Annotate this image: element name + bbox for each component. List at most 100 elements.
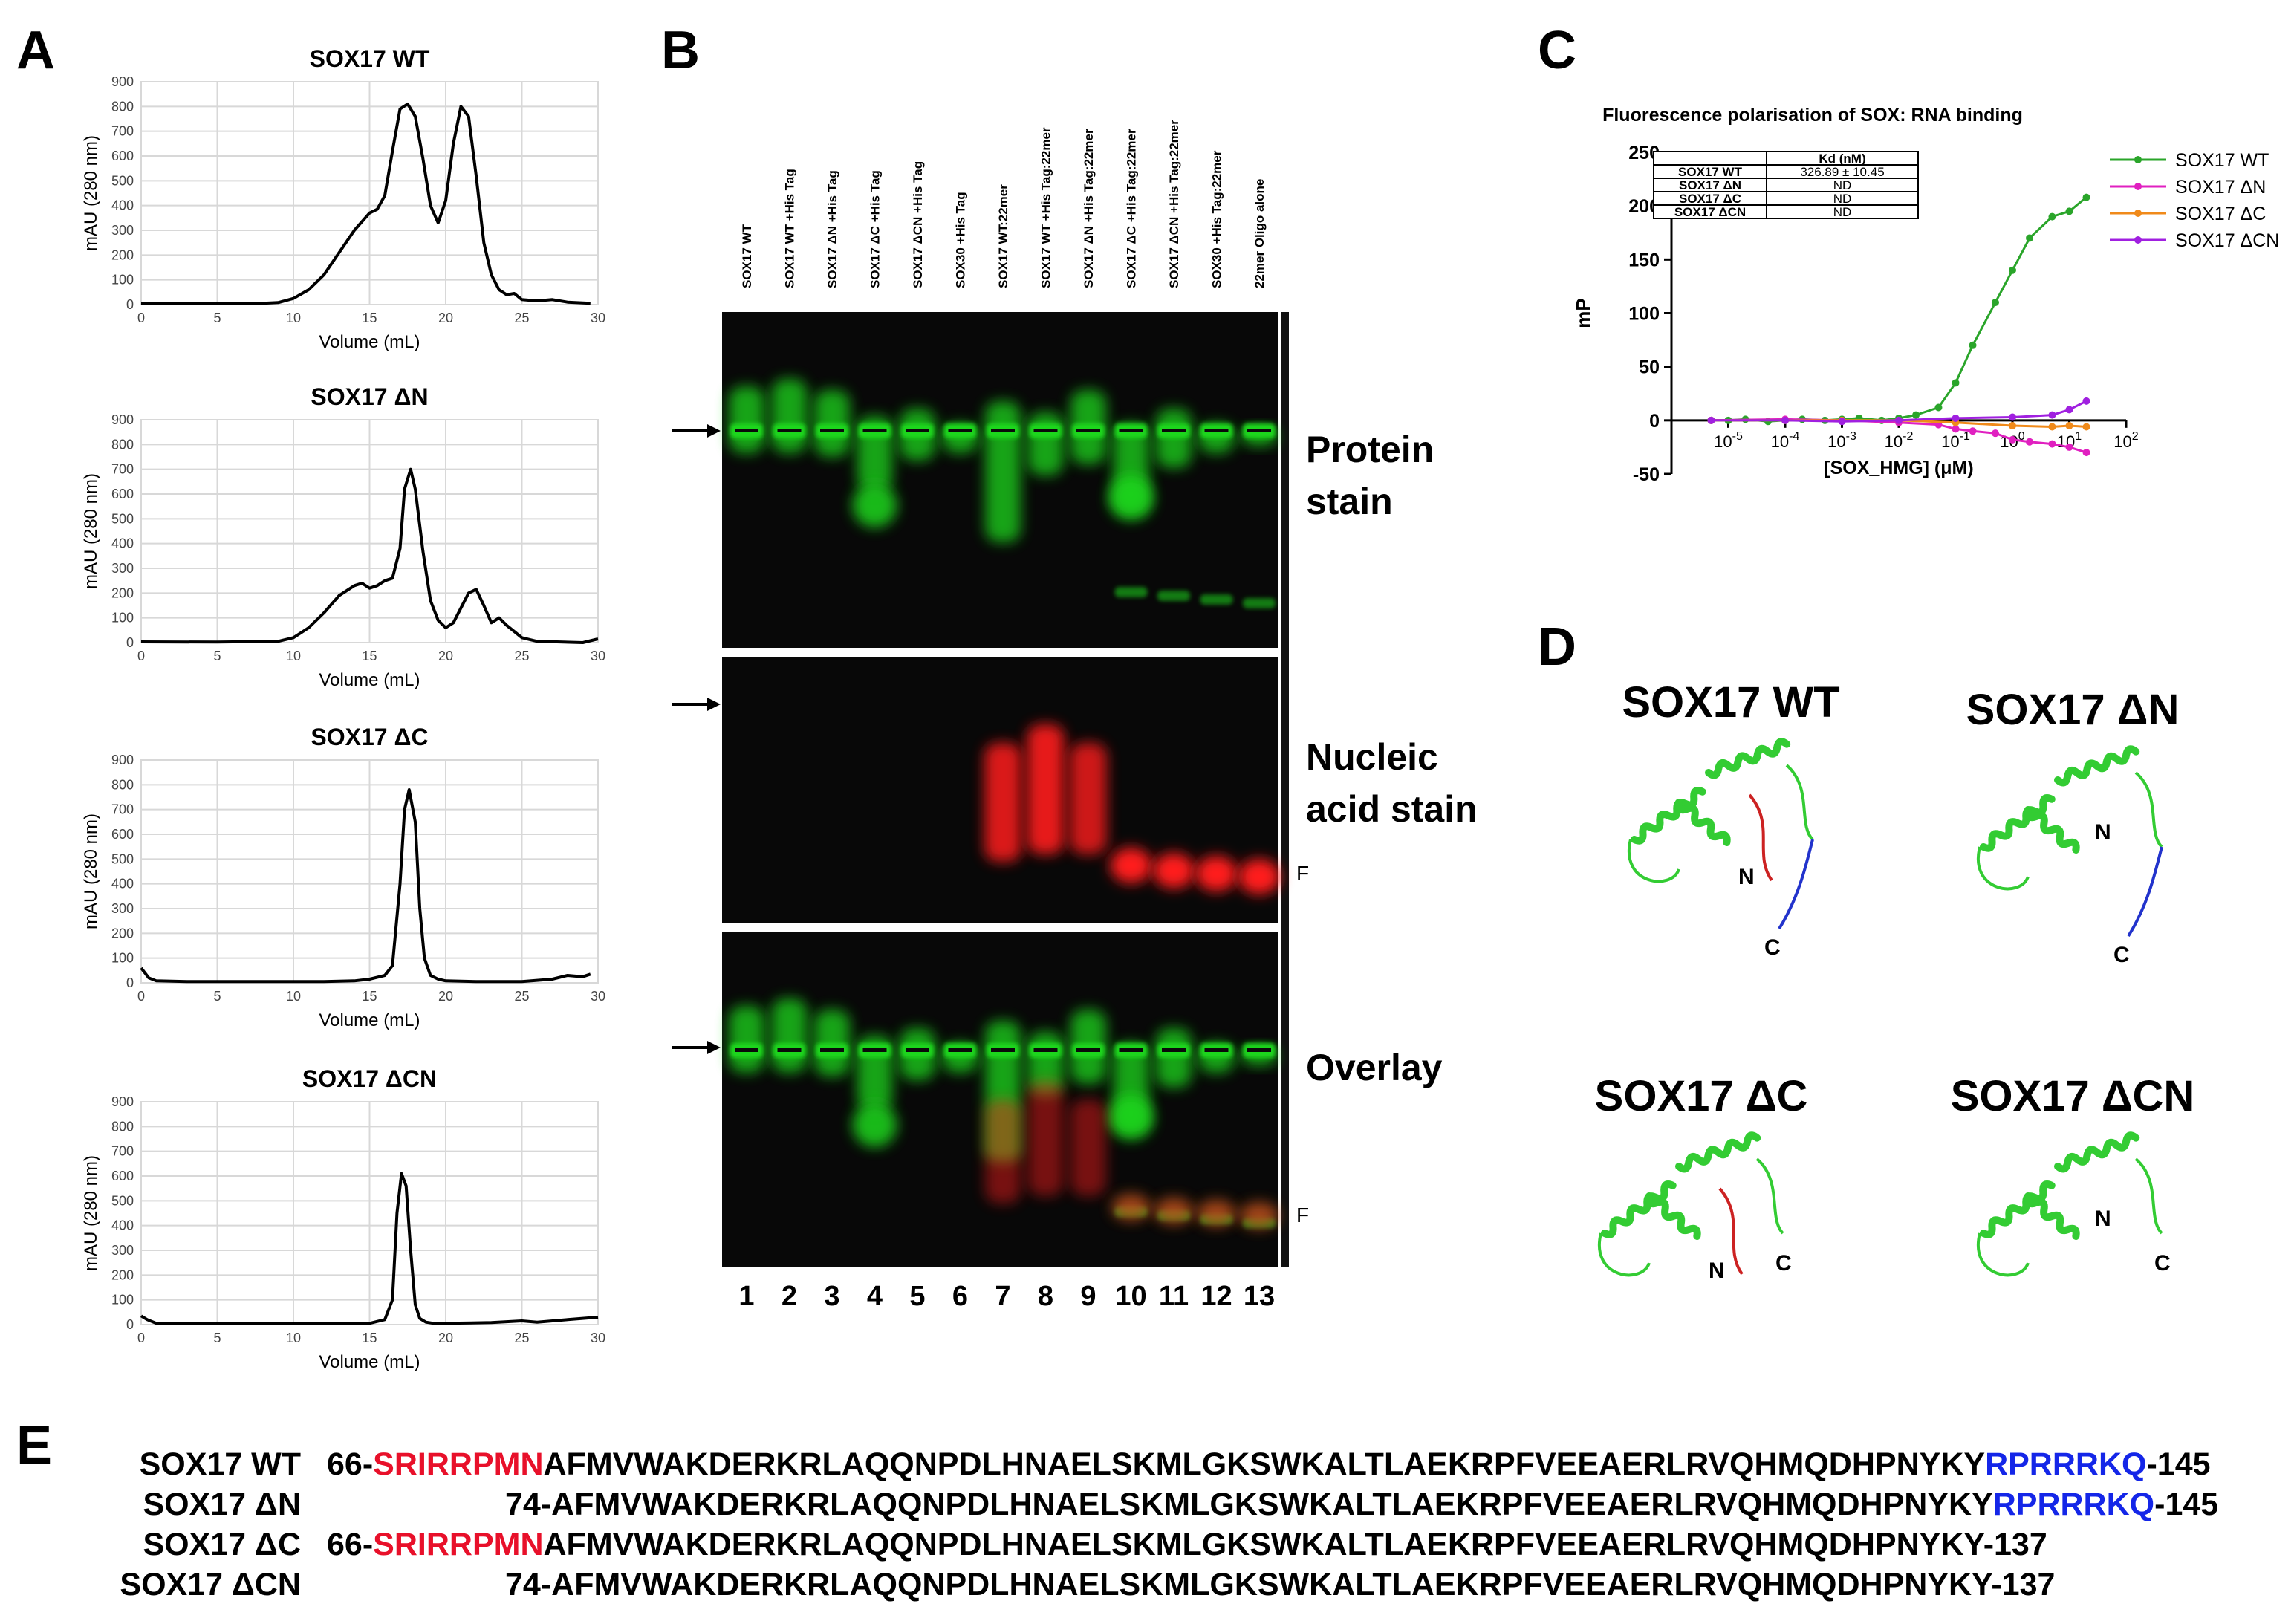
protein-band (1200, 594, 1233, 605)
helix (2024, 1192, 2080, 1240)
free-oligo-band (1240, 1202, 1278, 1229)
sequence-segment: 66- (327, 1446, 374, 1482)
n-terminal-residues: SRIRRPMN (373, 1527, 544, 1562)
well-slot (820, 429, 844, 432)
y-tick-label: 0 (126, 635, 134, 650)
free-oligo-band (1195, 856, 1238, 891)
well-slot (1204, 429, 1229, 432)
sequence-segment: 74-AFMVWAKDERKRLAQQNPDLHNAELSKMLGKSWKALT… (505, 1567, 1992, 1602)
data-point (2048, 411, 2056, 419)
y-tick-label: 500 (111, 1193, 134, 1208)
y-axis-label: mP (1572, 298, 1594, 328)
legend-marker (2134, 236, 2142, 244)
table-cell: SOX17 ΔCN (1674, 205, 1746, 219)
protein-band (852, 1102, 897, 1147)
data-point (1781, 416, 1789, 424)
panel-label-a: A (16, 21, 55, 80)
table-cell: SOX17 ΔN (1679, 178, 1741, 192)
y-tick-label: 600 (111, 827, 134, 842)
y-tick-label: 400 (111, 198, 134, 213)
structure-title: SOX17 ΔCN (1951, 1072, 2195, 1120)
loop (1597, 1232, 1651, 1277)
data-point (2065, 406, 2073, 414)
n-terminus-label: N (1709, 1258, 1725, 1283)
sequence-text: 66-SRIRRPMNAFMVWAKDERKRLAQQNPDLHNAELSKML… (327, 1529, 2047, 1561)
x-tick-label: 5 (213, 649, 221, 663)
n-terminus-label: N (2095, 1206, 2111, 1231)
gel-label-nucleic-2: acid stain (1306, 788, 1478, 830)
n-terminal-tail (1748, 793, 1773, 882)
loop (1627, 839, 1680, 883)
sequence-segment: -145 (2154, 1487, 2219, 1522)
lane-numbers: 1 2 3 4 5 6 7 8 9 10 11 12 13 (738, 1281, 1275, 1312)
y-tick-label: 400 (111, 1218, 134, 1233)
lane-label: SOX17 WT (740, 224, 754, 288)
well-slot (1204, 1048, 1229, 1052)
series-line (1711, 196, 2087, 423)
plot-frame (140, 81, 599, 305)
data-point (1934, 403, 1943, 412)
y-tick-label: 200 (111, 926, 134, 941)
lane-label: SOX17 ΔC +His Tag (868, 170, 883, 288)
table-cell: ND (1833, 205, 1852, 219)
x-tick-label: 20 (438, 311, 453, 325)
n-terminus-label: N (1738, 865, 1755, 889)
y-tick-label: 700 (111, 462, 134, 477)
structure-4: SOX17 ΔCN N C (1951, 1072, 2195, 1277)
x-tick-label: 0 (137, 989, 145, 1004)
data-point (2009, 435, 2016, 444)
loop (1976, 846, 2030, 891)
data-point (2026, 438, 2034, 446)
sequence-text: 66-SRIRRPMNAFMVWAKDERKRLAQQNPDLHNAELSKML… (327, 1449, 2211, 1481)
chromatogram-trace (140, 103, 591, 305)
y-tick-label: 700 (111, 124, 134, 139)
protein-band (1027, 412, 1064, 475)
arrow-icon (672, 698, 721, 711)
protein-band (771, 379, 808, 453)
y-tick-label: 600 (111, 487, 134, 501)
panel-b-gel: SOX17 WT SOX17 WT +His Tag SOX17 ΔN +His T… (672, 120, 1478, 1312)
y-tick-label: 300 (111, 901, 134, 916)
c-terminus-label: C (1764, 935, 1781, 960)
well-slot (991, 429, 1015, 432)
protein-band (985, 401, 1021, 542)
y-tick-label: 100 (111, 611, 134, 626)
x-tick-label: 30 (591, 989, 605, 1004)
x-axis-label: Volume (mL) (319, 1010, 420, 1030)
lane-number: 3 (824, 1281, 839, 1312)
lane-label: SOX17 WT +His Tag:22mer (1039, 127, 1053, 288)
free-oligo-band (1110, 848, 1152, 883)
table-cell: ND (1833, 178, 1852, 192)
c-terminal-residues: RPRRRKQ (1985, 1446, 2147, 1482)
data-point (1991, 429, 1999, 438)
y-tick-label: 0 (126, 297, 134, 312)
y-tick-label: 50 (1639, 357, 1660, 378)
well-slot (1247, 429, 1271, 432)
data-point (2009, 413, 2016, 421)
kd-table: Kd (nM) SOX17 WT 326.89 ± 10.45 SOX17 ΔN ND S… (1653, 151, 1919, 219)
gel-image (722, 312, 1289, 1267)
nucleic-band (984, 743, 1021, 862)
lane-label: SOX17 ΔN +His Tag:22mer (1082, 129, 1096, 288)
y-tick-label: 700 (111, 802, 134, 817)
x-tick-label: 20 (438, 1331, 453, 1345)
x-tick-label: 0 (137, 1331, 145, 1345)
y-tick-label: 100 (1628, 304, 1660, 325)
well-slot (820, 1048, 844, 1052)
gel-label-protein-1: Protein (1306, 429, 1434, 470)
y-tick-label: 500 (111, 511, 134, 526)
chart-title: SOX17 WT (310, 45, 430, 72)
protein-band (1157, 591, 1190, 601)
lane-label: SOX17 ΔN +His Tag (825, 170, 839, 288)
y-tick-label: 800 (111, 99, 134, 114)
sequence-segment: AFMVWAKDERKRLAQQNPDLHNAELSKMLGKSWKALTLAE… (543, 1446, 1986, 1482)
well-slot (1247, 1048, 1271, 1052)
panel-label-b: B (661, 21, 700, 80)
y-tick-label: 600 (111, 149, 134, 163)
free-oligo-band (1238, 859, 1280, 894)
legend-label: SOX17 ΔN (2175, 177, 2266, 198)
helix (1675, 1131, 1761, 1173)
structure-title: SOX17 WT (1622, 678, 1839, 727)
x-tick-label: 30 (591, 1331, 605, 1345)
